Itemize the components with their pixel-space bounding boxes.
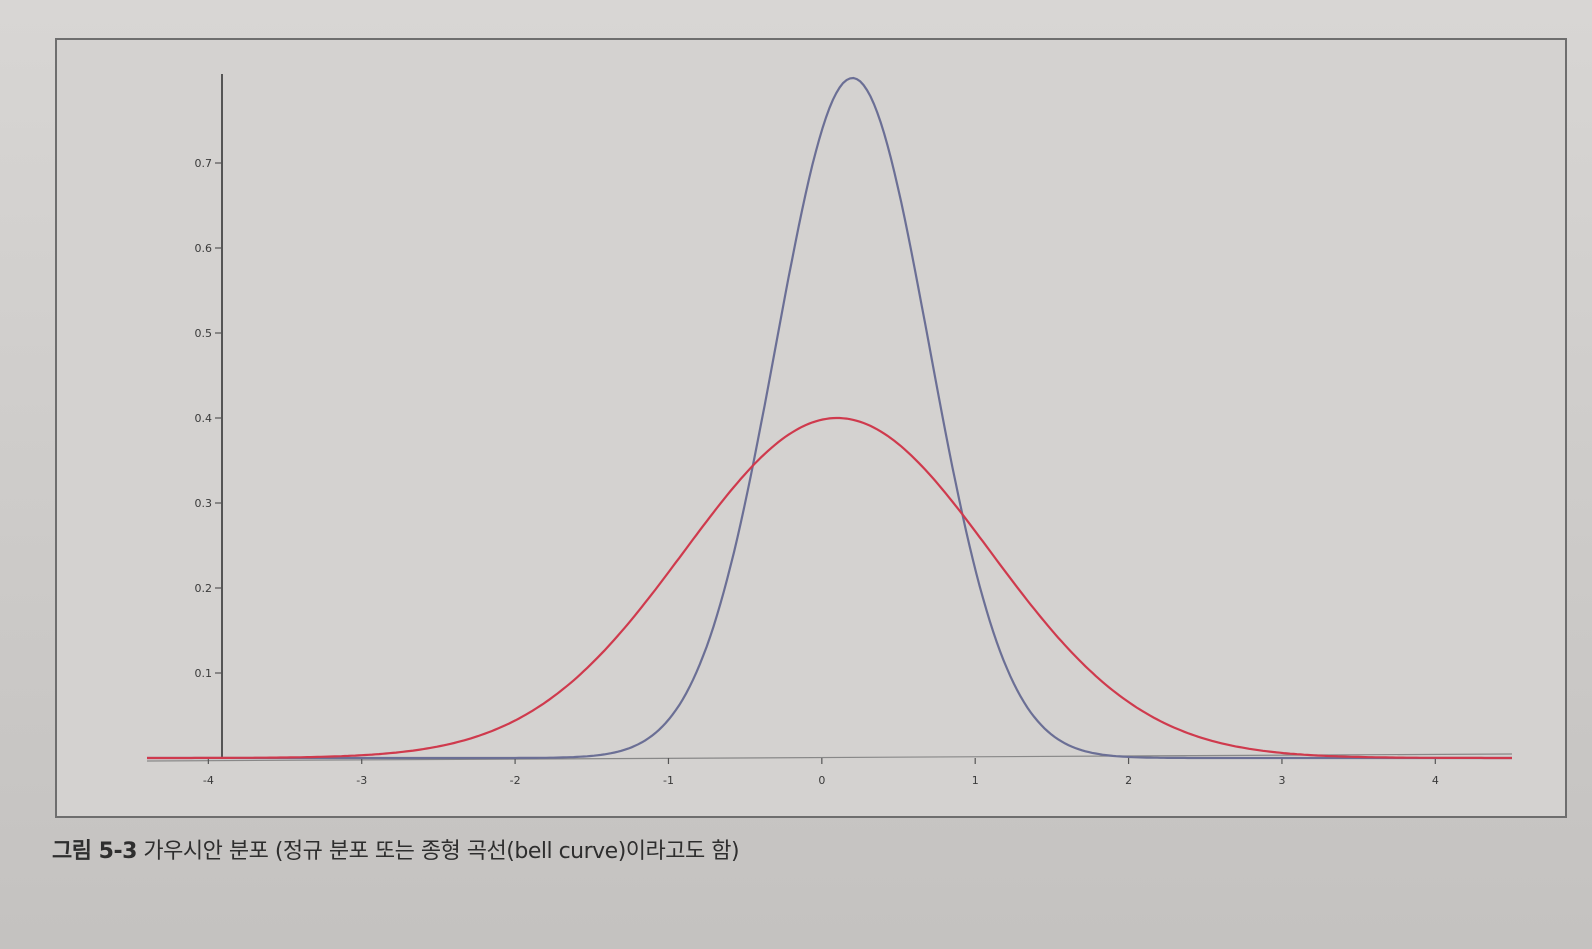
x-tick-label: 1	[972, 774, 979, 787]
figure-caption-text: 가우시안 분포 (정규 분포 또는 종형 곡선(bell curve)이라고도 …	[143, 839, 740, 864]
chart-axes	[146, 74, 1513, 762]
chart-series	[147, 76, 1512, 760]
x-tick-label: 0	[818, 774, 825, 787]
y-tick-label: 0.2	[195, 582, 213, 595]
figure-number: 그림 5-3	[52, 839, 137, 864]
x-axis-line	[146, 753, 1513, 762]
y-axis-ticks: 0.1 0.2 0.3 0.4 0.5 0.6 0.7	[195, 157, 222, 680]
narrow-gaussian-curve	[147, 76, 1512, 760]
x-tick-label: 2	[1125, 774, 1132, 787]
x-tick-label: 4	[1432, 774, 1439, 787]
figure-caption: 그림 5-3 가우시안 분포 (정규 분포 또는 종형 곡선(bell curv…	[52, 833, 740, 865]
y-tick-label: 0.3	[195, 497, 213, 510]
wide-gaussian-curve	[147, 416, 1512, 760]
figure-frame: -4 -3 -2 -1 0 1 2 3 4 0.1 0.2 0.3 0.4 0.5 0.6 0.7	[55, 38, 1567, 818]
y-tick-label: 0.4	[195, 412, 213, 425]
y-tick-label: 0.7	[195, 157, 213, 170]
x-tick-label: -4	[203, 774, 214, 787]
x-axis-ticks: -4 -3 -2 -1 0 1 2 3 4	[203, 758, 1439, 787]
y-tick-label: 0.6	[195, 242, 213, 255]
x-tick-label: -3	[356, 774, 367, 787]
x-tick-label: 3	[1278, 774, 1285, 787]
gaussian-chart: -4 -3 -2 -1 0 1 2 3 4 0.1 0.2 0.3 0.4 0.5 0.6 0.7	[146, 74, 1513, 787]
y-tick-label: 0.5	[195, 327, 213, 340]
y-tick-label: 0.1	[195, 667, 213, 680]
x-tick-label: -1	[663, 774, 674, 787]
x-tick-label: -2	[510, 774, 521, 787]
